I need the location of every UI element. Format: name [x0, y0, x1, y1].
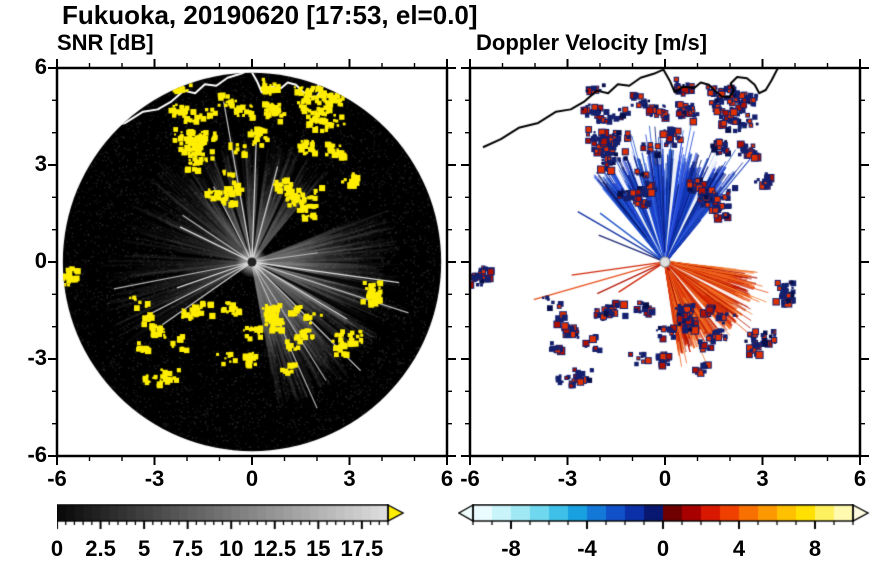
figure-title: Fukuoka, 20190620 [17:53, el=0.0] [62, 0, 478, 30]
doppler-radar-ppi-image [470, 68, 860, 456]
y-tick-label: -3 [27, 345, 47, 370]
x-tick-label: 6 [853, 466, 867, 491]
y-tick-label: 6 [34, 54, 47, 79]
x-tick-label: -6 [47, 466, 67, 491]
colorbar-tick-label: 7.5 [172, 536, 203, 561]
y-tick-label: 0 [34, 248, 47, 273]
x-tick-label: -3 [144, 466, 165, 491]
colorbar-tick-label: 0 [50, 536, 64, 561]
snr-colorbar: 0 2.5 5 7.5 10 12.5 15 17.5 [51, 504, 417, 568]
colorbar-tick-label: -4 [577, 536, 597, 561]
colorbar-tick-label: 2.5 [85, 536, 116, 561]
doppler-panel-title: Doppler Velocity [m/s] [476, 30, 708, 55]
x-tick-label: -3 [557, 466, 578, 491]
y-tick-label: 3 [34, 151, 47, 176]
x-tick-label: 0 [245, 466, 259, 491]
colorbar-tick-label: 12.5 [253, 536, 297, 561]
x-tick-label: 3 [343, 466, 356, 491]
doppler-axes-frame [461, 59, 869, 465]
x-tick-label: 3 [756, 466, 769, 491]
colorbar-tick-label: 15 [306, 536, 331, 561]
x-tick-label: 0 [658, 466, 672, 491]
snr-panel: SNR [dB] -6 -3 0 3 6 -6 -3 0 3 6 [27, 30, 456, 491]
snr-colorbar-scale [57, 504, 417, 534]
snr-panel-title: SNR [dB] [57, 30, 154, 55]
snr-radar-ppi-image [57, 68, 447, 456]
colorbar-tick-label: 17.5 [340, 536, 384, 561]
doppler-panel: Doppler Velocity [m/s] -6 -3 0 3 6 [460, 30, 869, 491]
x-tick-label: 6 [440, 466, 454, 491]
colorbar-tick-label: 8 [808, 536, 822, 561]
y-tick-label: -6 [27, 442, 47, 467]
colorbar-tick-label: 4 [732, 536, 746, 561]
colorbar-tick-label: 10 [218, 536, 244, 561]
doppler-colorbar-scale [458, 504, 870, 534]
colorbar-tick-label: 0 [656, 536, 670, 561]
colorbar-tick-label: -8 [501, 536, 521, 561]
colorbar-tick-label: 5 [137, 536, 151, 561]
x-tick-label: -6 [460, 466, 480, 491]
doppler-colorbar: -8 -4 0 4 8 [458, 504, 870, 568]
snr-axes-frame [48, 59, 456, 465]
